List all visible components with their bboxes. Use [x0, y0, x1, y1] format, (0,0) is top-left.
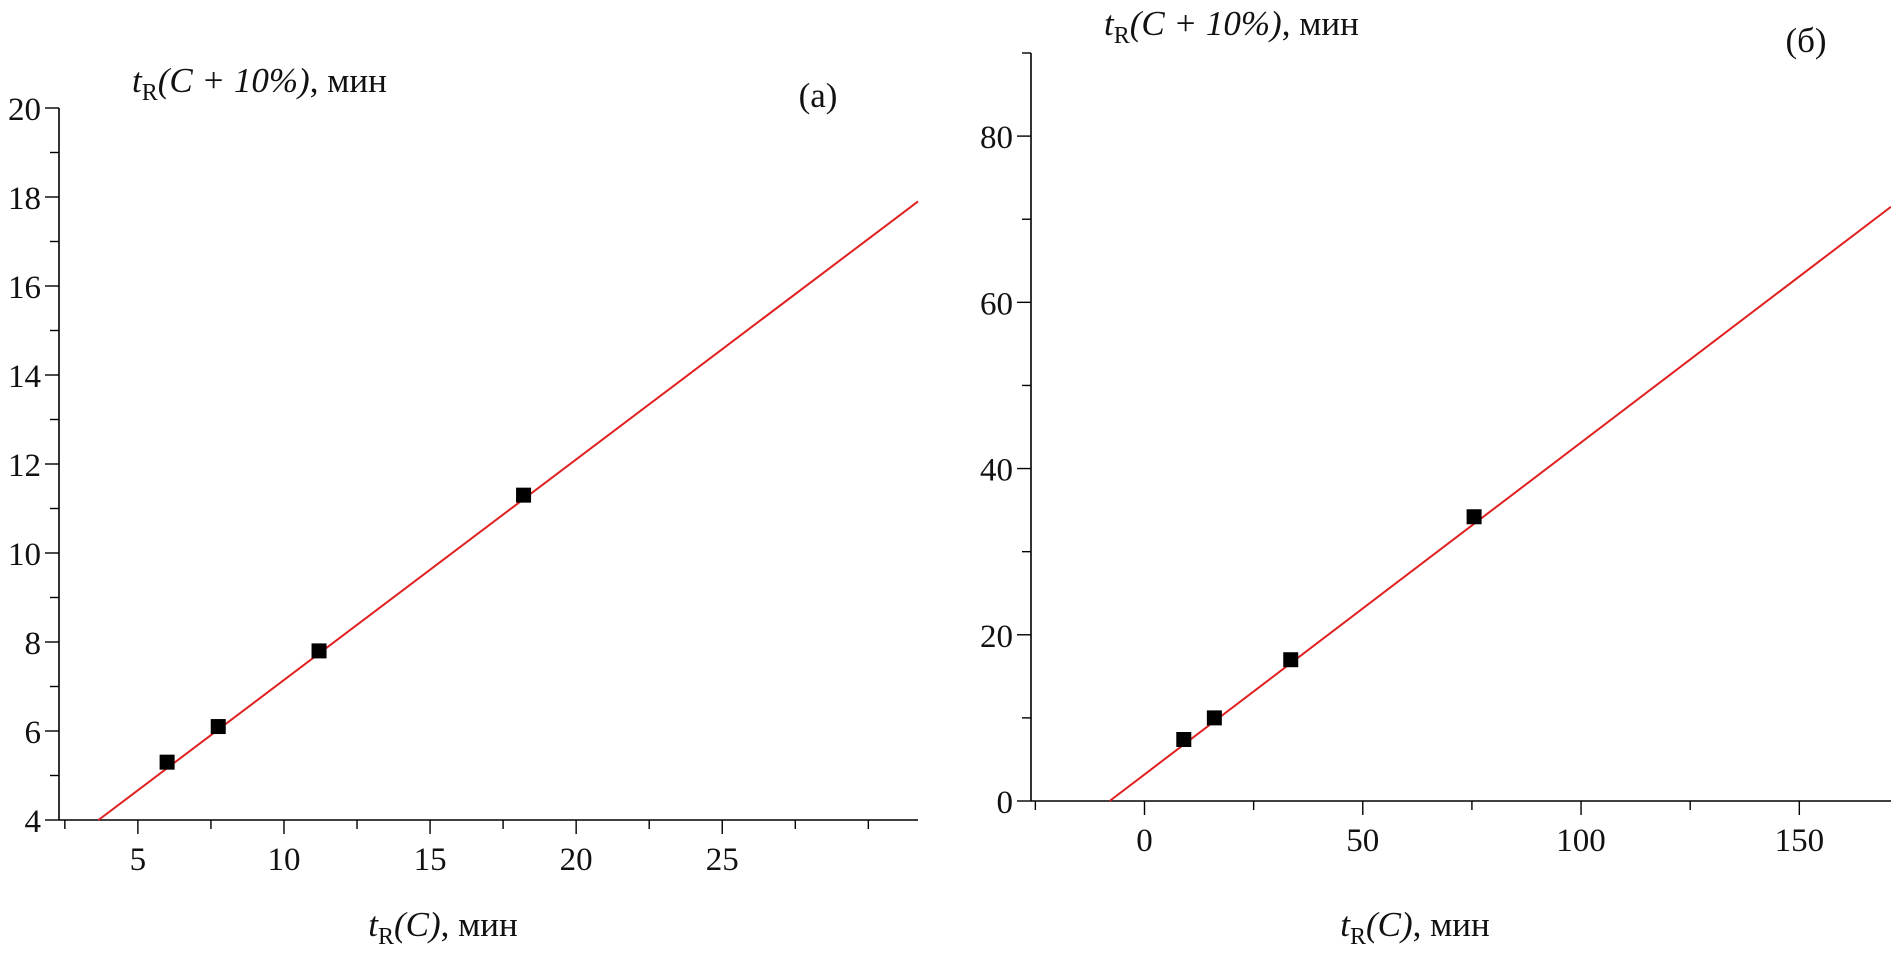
x-tick-label: 100 — [1556, 823, 1606, 859]
data-point — [516, 487, 532, 503]
y-tick-label: 10 — [8, 537, 41, 573]
y-tick-label: 20 — [980, 619, 1013, 655]
y-tick-label: 20 — [8, 92, 41, 128]
x-axis-title-arg: (C) — [394, 905, 441, 944]
x-tick-label: 10 — [267, 842, 300, 878]
x-tick-label: 25 — [706, 842, 739, 878]
y-tick-label: 12 — [8, 448, 41, 484]
x-axis-title-var: t — [1340, 905, 1351, 944]
y-tick-label: 60 — [980, 286, 1013, 322]
y-axis-title-arg: (C + 10%) — [158, 61, 310, 100]
x-axis-title-unit: , мин — [1413, 905, 1490, 944]
y-tick-label: 18 — [8, 181, 41, 217]
y-tick-label: 0 — [997, 785, 1014, 821]
y-tick-label: 80 — [980, 120, 1013, 156]
data-point — [210, 719, 226, 735]
y-tick-label: 8 — [25, 626, 42, 662]
x-axis-title-arg: (C) — [1366, 905, 1413, 944]
data-point — [1176, 731, 1192, 747]
y-axis-title-unit: , мин — [310, 61, 387, 100]
y-tick-label: 16 — [8, 270, 41, 306]
x-tick-label: 5 — [130, 842, 147, 878]
y-axis-title-var: t — [1104, 4, 1115, 43]
data-point — [1283, 652, 1299, 668]
y-tick-label: 4 — [25, 804, 42, 840]
x-tick-label: 0 — [1136, 823, 1153, 859]
y-axis-title-sub: R — [1114, 23, 1130, 49]
x-tick-label: 15 — [414, 842, 447, 878]
data-point — [311, 643, 327, 659]
data-point — [1466, 509, 1482, 525]
x-axis-title: tR(C), мин — [368, 905, 518, 950]
x-axis-title-var: t — [368, 905, 379, 944]
y-axis-title-sub: R — [142, 80, 158, 106]
x-tick-label: 20 — [560, 842, 593, 878]
y-tick-label: 40 — [980, 453, 1013, 489]
y-axis-title: tR(C + 10%), мин — [132, 61, 387, 106]
y-axis-title-var: t — [132, 61, 143, 100]
y-tick-label: 14 — [8, 359, 41, 395]
panel-label: (б) — [1785, 21, 1826, 60]
x-axis-title-sub: R — [1350, 924, 1366, 950]
y-axis-title-arg: (C + 10%) — [1130, 4, 1282, 43]
x-axis-title-sub: R — [378, 924, 394, 950]
fit-line — [97, 200, 919, 821]
data-point — [1206, 710, 1222, 726]
data-point — [159, 754, 175, 770]
x-tick-label: 50 — [1346, 823, 1379, 859]
panel-label: (а) — [799, 76, 838, 115]
y-axis-title-unit: , мин — [1282, 4, 1359, 43]
x-axis-title-unit: , мин — [441, 905, 518, 944]
x-tick-label: 150 — [1775, 823, 1825, 859]
x-axis-title: tR(C), мин — [1340, 905, 1490, 950]
y-axis-title: tR(C + 10%), мин — [1104, 4, 1359, 49]
fit-line — [1108, 205, 1891, 802]
y-tick-label: 6 — [25, 715, 42, 751]
